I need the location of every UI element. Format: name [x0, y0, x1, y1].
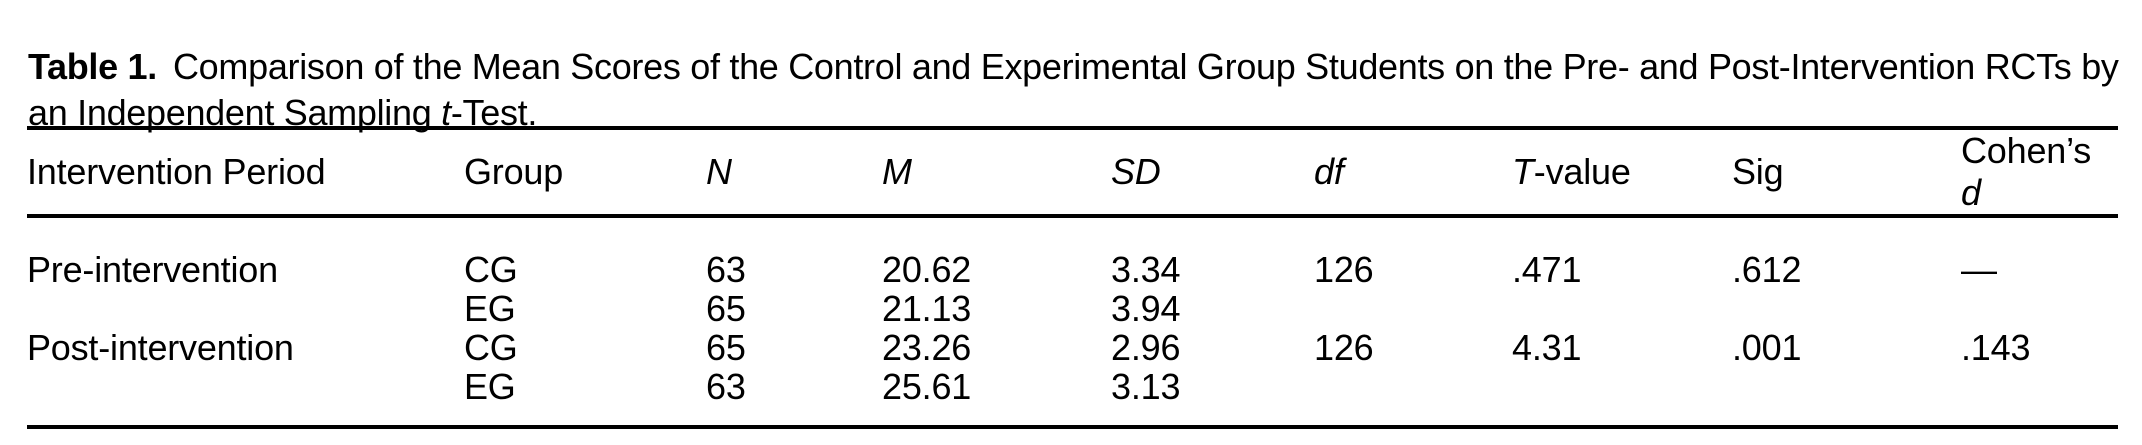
column-header-m: M	[882, 128, 1111, 218]
cell-cohens-d-em-dash: —	[1961, 249, 1997, 290]
table-row-post-cg: Post-intervention CG 65 23.26 2.96 126 4…	[27, 328, 2118, 367]
cell-intervention-period: Pre-intervention	[27, 249, 278, 290]
table-caption: Table 1. Comparison of the Mean Scores of…	[28, 44, 2126, 136]
cell-cohens-d	[1961, 367, 2118, 427]
cell-m: 23.26	[882, 327, 972, 368]
cell-intervention-period: Post-intervention	[27, 327, 294, 368]
column-header-group: Group	[464, 128, 706, 218]
results-table: Intervention Period Group N M SD df T-va…	[27, 126, 2118, 429]
cell-cohens-d: .143	[1961, 327, 2031, 368]
column-header-n: N	[706, 128, 882, 218]
cell-m: 20.62	[882, 249, 972, 290]
table-caption-label: Table 1.	[28, 46, 157, 87]
column-header-sig: Sig	[1732, 128, 1961, 218]
cell-m: 25.61	[882, 366, 972, 407]
cell-sd: 3.34	[1111, 249, 1181, 290]
column-header-sd: SD	[1111, 128, 1314, 218]
cell-n: 65	[706, 288, 746, 329]
cell-df	[1314, 289, 1512, 328]
cell-n: 63	[706, 366, 746, 407]
cell-sig: .612	[1732, 249, 1802, 290]
column-header-intervention-period: Intervention Period	[27, 128, 464, 218]
table-row-post-eg: EG 63 25.61 3.13	[27, 367, 2118, 427]
cell-sd: 2.96	[1111, 327, 1181, 368]
cell-group: CG	[464, 327, 518, 368]
cell-group: CG	[464, 249, 518, 290]
cell-n: 63	[706, 249, 746, 290]
table-row-pre-cg: Pre-intervention CG 63 20.62 3.34 126 .4…	[27, 216, 2118, 289]
cell-sd: 3.13	[1111, 366, 1181, 407]
cell-group: EG	[464, 366, 516, 407]
column-header-df: df	[1314, 128, 1512, 218]
cell-m: 21.13	[882, 288, 972, 329]
cell-t-value	[1512, 289, 1732, 328]
cell-t-value	[1512, 367, 1732, 427]
table-row-pre-eg: EG 65 21.13 3.94	[27, 289, 2118, 328]
cell-t-value: 4.31	[1512, 327, 1582, 368]
cell-t-value: .471	[1512, 249, 1582, 290]
cell-group: EG	[464, 288, 516, 329]
cell-df: 126	[1314, 327, 1374, 368]
cell-df	[1314, 367, 1512, 427]
table-caption-italic-t: t	[441, 92, 451, 133]
cell-sig	[1732, 289, 1961, 328]
column-header-t-value: T-value	[1512, 128, 1732, 218]
cell-cohens-d	[1961, 289, 2118, 328]
cell-df: 126	[1314, 249, 1374, 290]
cell-n: 65	[706, 327, 746, 368]
cell-intervention-period	[27, 289, 464, 328]
column-header-cohens-d: Cohen’s d	[1961, 128, 2118, 218]
table-caption-text: Comparison of the Mean Scores of the Con…	[28, 46, 2119, 133]
cell-sig: .001	[1732, 327, 1802, 368]
cell-sig	[1732, 367, 1961, 427]
header-row: Intervention Period Group N M SD df T-va…	[27, 128, 2118, 218]
cell-sd: 3.94	[1111, 288, 1181, 329]
cell-intervention-period	[27, 367, 464, 427]
